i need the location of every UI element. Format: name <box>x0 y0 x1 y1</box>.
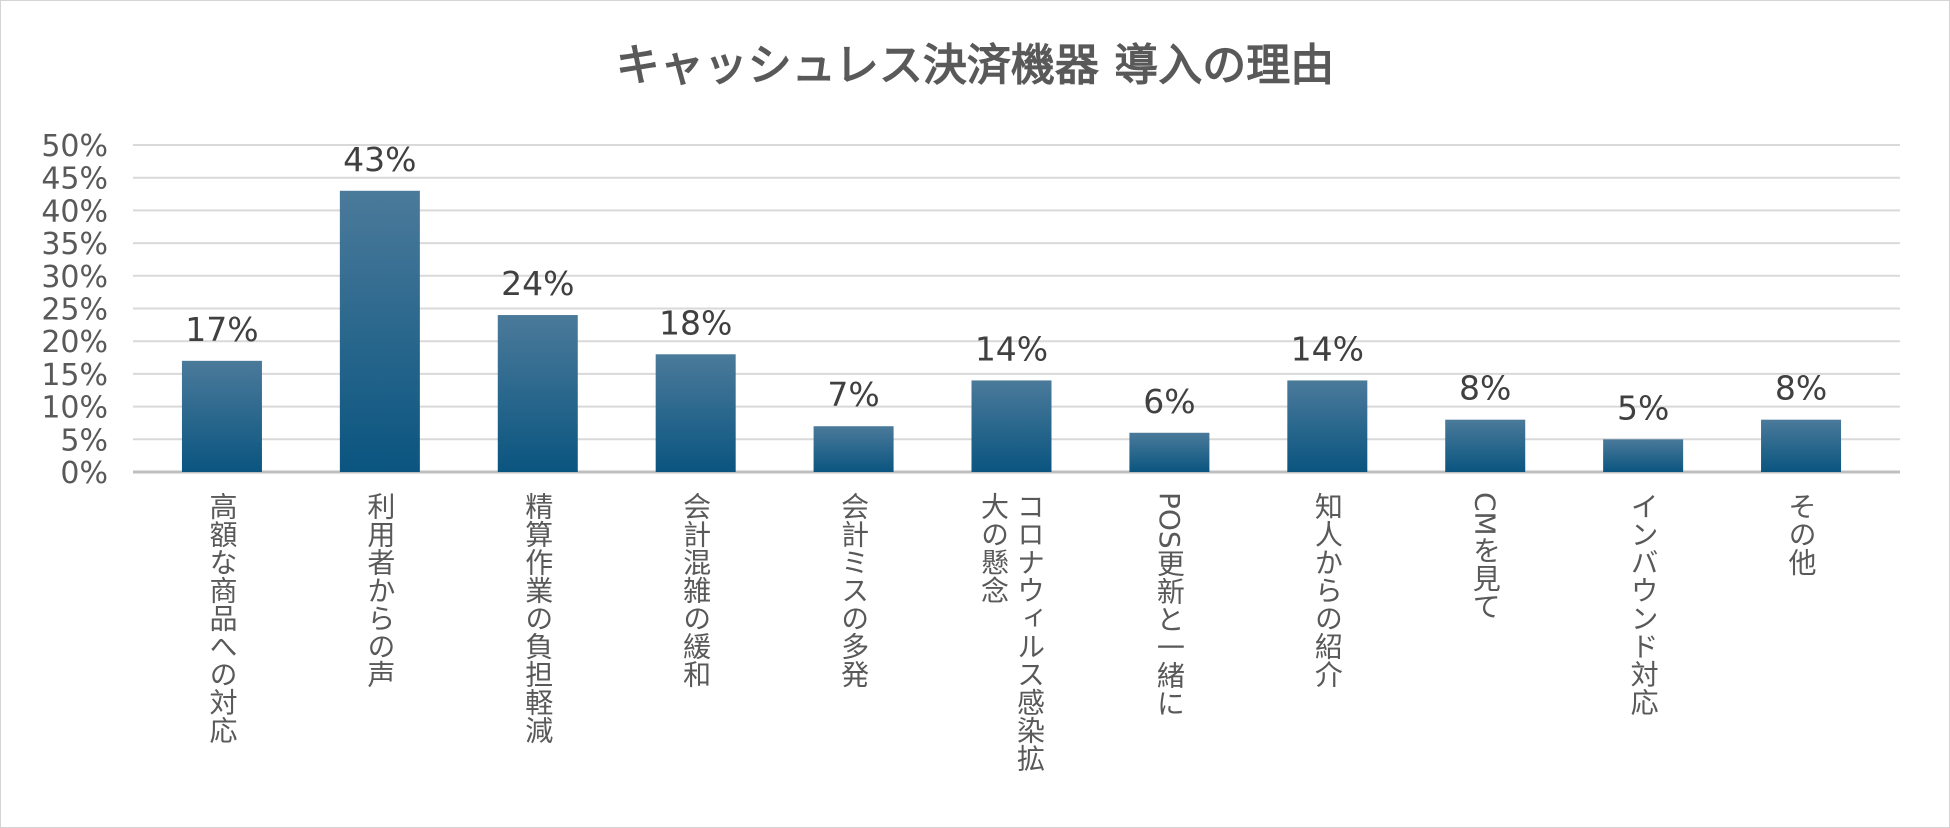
y-tick-label: 10% <box>41 391 108 426</box>
y-tick-label: 40% <box>41 194 108 229</box>
category-label-line: CMを見て <box>1469 492 1502 620</box>
data-labels: 17% 43% 24% 18% 7% 14% 6% 14% 8% 5% 8% <box>185 140 1827 428</box>
category-label: 利用者からの声 <box>363 492 396 688</box>
category-label-line: 高額な商品への対応 <box>205 492 238 744</box>
category-label: POS更新と一緒に <box>1153 492 1186 717</box>
bar <box>813 426 894 472</box>
chart-title: キャッシュレス決済機器 導入の理由 <box>616 40 1334 91</box>
bar <box>181 360 262 472</box>
bar <box>1129 432 1210 472</box>
data-label: 6% <box>1143 382 1195 421</box>
data-label: 14% <box>1291 329 1364 368</box>
y-tick-label: 50% <box>41 129 108 164</box>
bar <box>1603 439 1684 472</box>
category-label: 高額な商品への対応 <box>205 492 238 744</box>
category-label-line: 精算作業の負担軽減 <box>521 492 554 744</box>
category-label-line: 会計ミスの多発 <box>837 492 870 688</box>
data-label: 24% <box>501 264 574 303</box>
bar <box>1761 419 1842 472</box>
category-label: その他 <box>1785 492 1818 576</box>
y-tick-label: 25% <box>41 293 108 328</box>
bar <box>339 190 420 472</box>
category-label: 精算作業の負担軽減 <box>521 492 554 744</box>
y-tick-label: 30% <box>41 260 108 295</box>
y-axis-ticks: 0%5%10%15%20%25%30%35%40%45%50% <box>41 129 108 491</box>
category-label-line: POS更新と一緒に <box>1153 492 1186 717</box>
data-label: 14% <box>975 329 1048 368</box>
category-label: 知人からの紹介 <box>1311 492 1344 688</box>
data-label: 8% <box>1459 369 1511 408</box>
category-label-line: 大の懸念 <box>977 492 1010 604</box>
category-label: 会計ミスの多発 <box>837 492 870 688</box>
bar <box>1445 419 1526 472</box>
y-tick-label: 15% <box>41 358 108 393</box>
y-tick-label: 0% <box>60 456 108 491</box>
category-label-line: インバウンド対応 <box>1627 492 1660 716</box>
bar <box>971 380 1052 472</box>
data-label: 5% <box>1617 388 1669 427</box>
category-label: CMを見て <box>1469 492 1502 620</box>
category-label-line: 会計混雑の緩和 <box>679 492 712 688</box>
bar <box>655 354 736 472</box>
y-tick-label: 35% <box>41 227 108 262</box>
data-label: 17% <box>185 310 258 349</box>
bar <box>1287 380 1368 472</box>
category-labels: 高額な商品への対応 利用者からの声 精算作業の負担軽減 会計混雑の緩和 会計ミスの多発 コ… <box>205 492 1817 772</box>
y-tick-label: 45% <box>41 162 108 197</box>
category-label-line: その他 <box>1785 492 1818 576</box>
bar <box>497 315 578 472</box>
data-label: 8% <box>1775 369 1827 408</box>
category-label: 会計混雑の緩和 <box>679 492 712 688</box>
category-label-line: コロナウィルス感染拡 <box>1013 492 1046 772</box>
category-label-line: 利用者からの声 <box>363 492 396 688</box>
y-tick-label: 20% <box>41 325 108 360</box>
y-tick-label: 5% <box>60 423 108 458</box>
category-label: インバウンド対応 <box>1627 492 1660 716</box>
category-label-line: 知人からの紹介 <box>1311 492 1344 688</box>
data-label: 43% <box>343 140 416 179</box>
bars <box>181 190 1842 472</box>
data-label: 7% <box>827 375 879 414</box>
data-label: 18% <box>659 303 732 342</box>
